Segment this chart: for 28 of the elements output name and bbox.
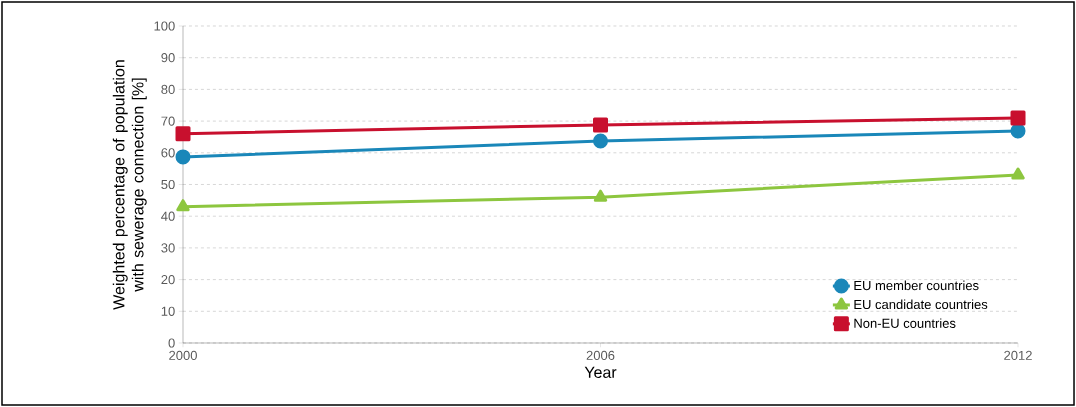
point	[593, 189, 608, 202]
point	[1011, 167, 1025, 180]
point	[175, 126, 191, 142]
x-tick-label: 2000	[169, 350, 197, 360]
point	[593, 117, 609, 133]
point	[1010, 110, 1026, 126]
point	[1010, 123, 1026, 139]
point	[175, 149, 191, 165]
legend-label: EU candidate countries	[854, 299, 988, 310]
y-tick-label: 60	[161, 148, 175, 158]
y-tick-label: 90	[161, 53, 175, 63]
y-tick-label: 20	[161, 274, 175, 285]
x-tick-label: 2006	[586, 350, 615, 360]
y-tick-label: 50	[161, 179, 175, 190]
y-tick-label: 30	[161, 243, 175, 253]
y-tick-label: 10	[161, 306, 175, 316]
y-tick-label: 0	[168, 338, 175, 348]
y-tick-label: 80	[161, 84, 175, 94]
point	[176, 199, 190, 212]
y-tick-label: 100	[154, 21, 175, 31]
y-tick-label: 70	[161, 116, 175, 126]
point	[593, 133, 609, 149]
y-tick-label: 40	[161, 211, 175, 221]
y-axis-title: Weighted percentage of population with sewerage connection [%]	[112, 60, 147, 310]
x-tick-label: 2012	[1004, 350, 1032, 360]
legend-label: EU member countries	[854, 280, 979, 291]
legend-label: Non-EU countries	[854, 318, 956, 328]
x-axis-title: Year	[584, 366, 617, 378]
